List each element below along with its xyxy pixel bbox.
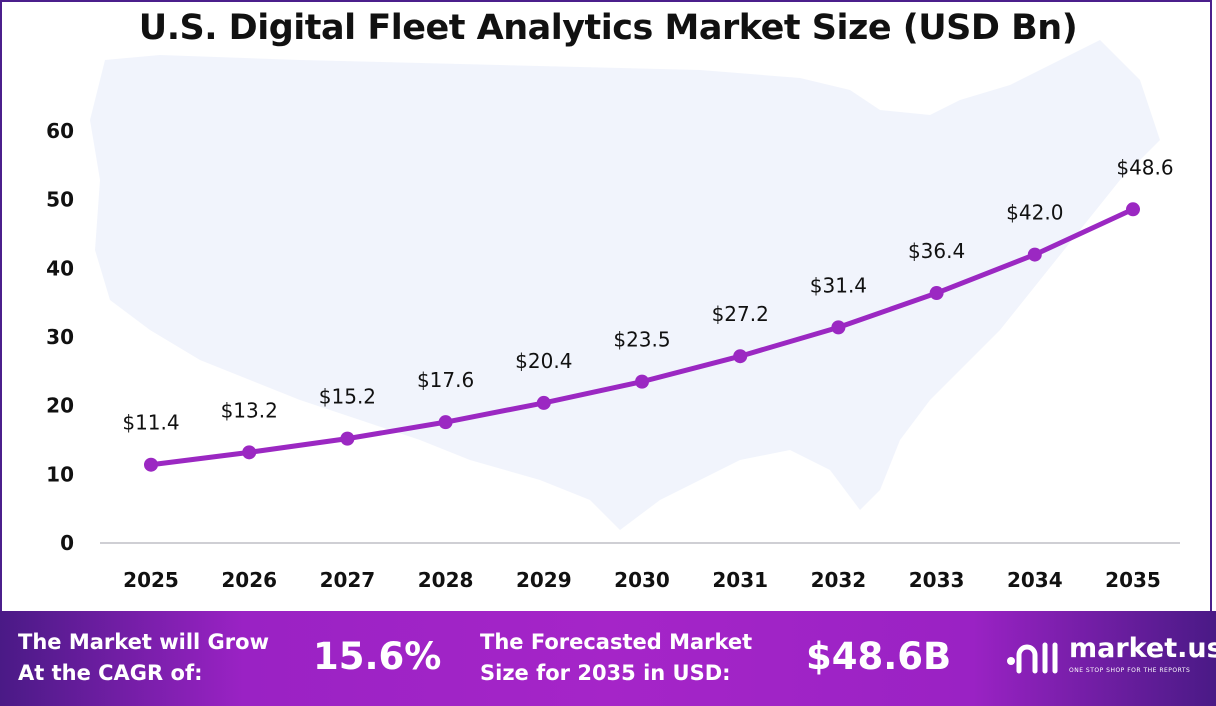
y-tick-label: 50: [46, 188, 74, 212]
data-point: [733, 349, 748, 364]
chart-frame: [0, 0, 1212, 611]
y-tick-label: 20: [46, 394, 74, 418]
cagr-label: The Market will Grow At the CAGR of:: [18, 627, 269, 689]
data-label: $42.0: [1006, 201, 1063, 225]
data-label: $27.2: [712, 302, 769, 326]
x-tick-label: 2025: [123, 568, 179, 592]
y-tick-label: 60: [46, 119, 74, 143]
x-tick-label: 2032: [811, 568, 867, 592]
forecast-value: $48.6B: [806, 635, 952, 678]
y-tick-label: 40: [46, 256, 74, 280]
data-point: [635, 374, 649, 389]
data-label: $48.6: [1116, 155, 1173, 179]
data-point: [536, 395, 551, 410]
forecast-label-line1: The Forecasted Market: [480, 630, 753, 654]
data-label: $11.4: [122, 411, 179, 435]
data-point: [831, 320, 846, 335]
data-label: $15.2: [319, 385, 376, 409]
data-point: [929, 286, 944, 301]
x-tick-label: 2034: [1007, 568, 1063, 592]
x-tick-label: 2029: [516, 568, 572, 592]
data-point: [438, 415, 453, 430]
forecast-label-line2: Size for 2035 in USD:: [480, 661, 731, 685]
data-point: [1027, 247, 1042, 262]
data-label: $20.4: [515, 349, 572, 373]
data-label: $31.4: [810, 273, 867, 297]
y-tick-label: 0: [60, 531, 74, 555]
data-point: [1126, 202, 1140, 217]
data-label: $13.2: [221, 398, 278, 422]
chart-title: U.S. Digital Fleet Analytics Market Size…: [138, 8, 1078, 48]
data-point: [144, 457, 158, 472]
logo-tagline: ONE STOP SHOP FOR THE REPORTS: [1069, 667, 1191, 674]
x-tick-label: 2030: [614, 568, 670, 592]
x-tick-label: 2026: [221, 568, 277, 592]
cagr-label-line2: At the CAGR of:: [18, 661, 203, 685]
footer-banner: The Market will Grow At the CAGR of: 15.…: [0, 611, 1216, 706]
data-label: $23.5: [613, 328, 670, 352]
us-map-background: [90, 40, 1160, 530]
x-tick-label: 2035: [1105, 568, 1161, 592]
y-tick-label: 10: [46, 462, 74, 486]
x-tick-label: 2031: [712, 568, 768, 592]
cagr-label-line1: The Market will Grow: [18, 630, 269, 654]
data-label: $36.4: [908, 239, 965, 263]
logo-mark-icon: [1007, 642, 1058, 674]
x-tick-label: 2028: [418, 568, 474, 592]
y-tick-label: 30: [46, 325, 74, 349]
x-tick-label: 2027: [320, 568, 376, 592]
x-tick-label: 2033: [909, 568, 965, 592]
cagr-value: 15.6%: [313, 635, 442, 678]
data-point: [242, 445, 257, 460]
data-label: $17.6: [417, 368, 474, 392]
data-point: [340, 431, 355, 446]
forecast-label: The Forecasted Market Size for 2035 in U…: [480, 627, 752, 689]
logo-name: market.us: [1069, 633, 1216, 664]
